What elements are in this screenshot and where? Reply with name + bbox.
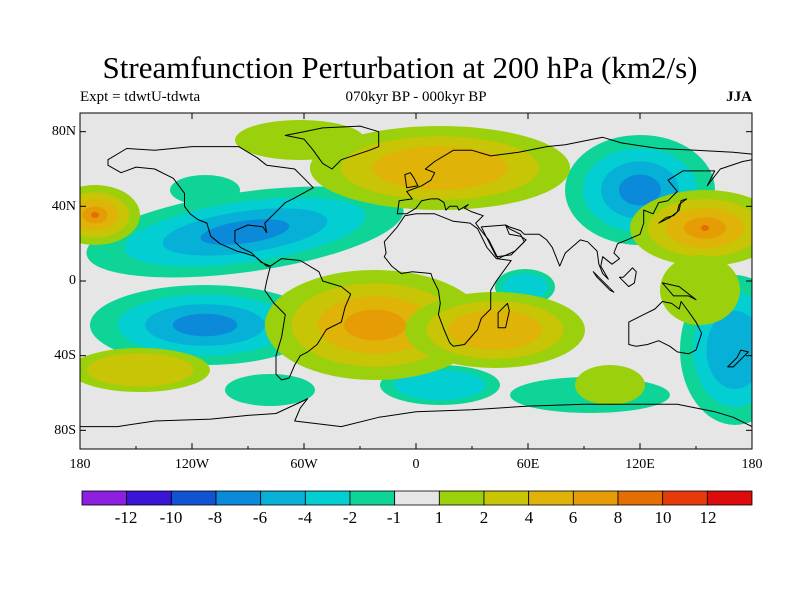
lon-label-60w: 60W (290, 457, 318, 472)
colorbar-swatch (81, 490, 128, 506)
colorbar-swatch (572, 490, 619, 506)
colorbar-label: -2 (342, 508, 358, 527)
colorbar-label: 6 (568, 508, 578, 527)
season-label: JJA (726, 89, 752, 105)
colorbar-label: -12 (114, 508, 138, 527)
coastline-madagascar (497, 302, 510, 329)
colorbar-swatch (349, 490, 396, 506)
lon-label-180-west: 180 (69, 457, 91, 472)
experiment-label: Expt = tdwtU-tdwta (80, 89, 201, 105)
contour-south-pacific-low (172, 313, 238, 337)
contour-madagascar-high (448, 310, 542, 350)
lat-label-80n: 80N (51, 124, 76, 139)
lon-label-180-east: 180 (741, 457, 763, 472)
colorbar-label: -8 (207, 508, 223, 527)
contour-dateline-high (91, 212, 99, 218)
colorbar-swatch (438, 490, 485, 506)
colorbar-swatch (483, 490, 530, 506)
coastline-greenland (284, 125, 380, 170)
colorbar-swatch (528, 490, 574, 506)
colorbar-swatch (706, 490, 753, 506)
colorbar-label: 4 (524, 508, 534, 527)
contour-greenland-high (235, 120, 365, 160)
colorbar-label: -10 (159, 508, 183, 527)
coastlines (80, 125, 752, 428)
coastline-eurasia (396, 136, 752, 280)
lon-label-0: 0 (412, 457, 420, 472)
coastline-new-guinea (661, 282, 697, 301)
plot-title: Streamfunction Perturbation at 200 hPa (… (102, 50, 698, 85)
colorbar-label: -6 (252, 508, 268, 527)
colorbar-label: 8 (613, 508, 623, 527)
lat-label-40s: 40S (54, 348, 76, 363)
colorbar-label: -1 (386, 508, 402, 527)
coastline-new-zealand (727, 349, 749, 368)
colorbar-label: -4 (297, 508, 313, 527)
colorbar-swatch (260, 490, 306, 506)
lon-label-60e: 60E (516, 457, 540, 472)
coastline-south-america (264, 258, 352, 381)
coastline-japan (658, 198, 688, 224)
colorbar-swatch (394, 490, 440, 506)
colorbar-swatch (170, 490, 217, 506)
coastline-sumatra (592, 271, 615, 293)
contour-antarctic-low (225, 374, 315, 406)
contour-southwest-pacific-low (706, 311, 752, 389)
colorbar-label: 12 (699, 508, 717, 527)
contour-pacific-small-low (170, 175, 240, 205)
coastline-borneo (619, 267, 637, 288)
colorbar-swatch (662, 490, 708, 506)
coastline-australia (628, 301, 703, 355)
colorbar (81, 490, 753, 506)
lat-label-0: 0 (69, 273, 76, 288)
colorbar-swatch (215, 490, 262, 506)
contour-north-pacific-high (701, 225, 709, 231)
contour-eurasia-high (372, 146, 508, 190)
coastline-antarctica (80, 398, 752, 428)
contour-south-atlantic-low (394, 369, 486, 401)
contour-southern-high (575, 365, 645, 405)
axis-ticks (79, 113, 753, 449)
colorbar-swatch (126, 490, 172, 506)
colorbar-label: 1 (434, 508, 444, 527)
lon-label-120e: 120E (625, 457, 655, 472)
colorbar-label: 10 (654, 508, 672, 527)
lat-label-40n: 40N (51, 199, 76, 214)
contour-atlantic-low (200, 219, 290, 245)
colorbar-label: 2 (479, 508, 489, 527)
contour-field (80, 120, 752, 425)
coastline-africa (383, 213, 512, 347)
coastline-north-america (107, 146, 314, 267)
lat-label-80s: 80S (54, 423, 76, 438)
colorbar-swatch (304, 490, 351, 506)
contour-east-asia-low (619, 174, 661, 206)
coastline-britain (404, 172, 419, 189)
time-range-label: 070kyr BP - 000kyr BP (345, 89, 487, 105)
contour-south-pacific-high (86, 353, 194, 387)
colorbar-swatch (617, 490, 664, 506)
lon-label-120w: 120W (174, 457, 210, 472)
contour-western-pacific-high (660, 255, 740, 325)
coastline-arabia (480, 224, 525, 258)
contour-south-america-high (344, 309, 406, 341)
